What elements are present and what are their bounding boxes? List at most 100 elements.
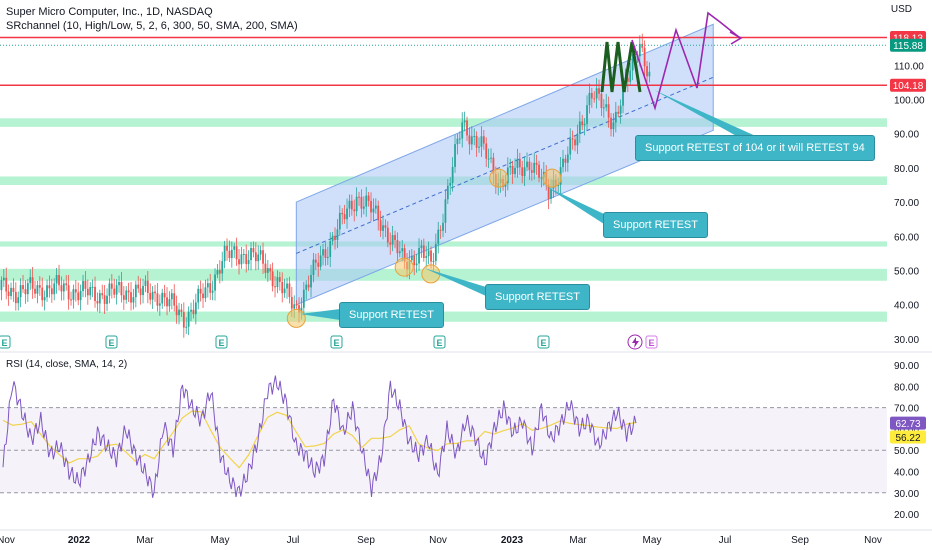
candle-body <box>185 326 188 328</box>
candle-body <box>485 143 488 159</box>
candle-body <box>319 255 322 267</box>
candle-body <box>149 293 152 300</box>
candle-body <box>65 283 68 286</box>
channel-band <box>295 23 714 306</box>
earnings-marker-box <box>433 335 446 349</box>
candle-body <box>125 290 128 300</box>
callout-pointer-2 <box>424 268 486 296</box>
candle-body <box>475 135 478 148</box>
candle-body <box>482 136 485 144</box>
candle-body <box>293 304 296 309</box>
time-tick-label: Nov <box>864 535 882 546</box>
candle-body <box>202 293 204 299</box>
price-tick-label: 110.00 <box>894 61 924 72</box>
candle-body <box>233 246 236 250</box>
candle-body <box>199 288 202 294</box>
time-tick-label: May <box>643 535 662 546</box>
candle-body <box>538 164 540 178</box>
price-tick-label: 80.00 <box>894 164 919 175</box>
candle-body <box>389 242 392 245</box>
candle-body <box>5 277 8 292</box>
candle-body <box>226 245 228 251</box>
price-label-1: 115.88 <box>893 41 923 52</box>
candle-body <box>569 138 572 155</box>
candle-body <box>403 248 406 262</box>
candle-body <box>290 296 293 309</box>
candle-body <box>362 206 365 209</box>
candle-body <box>43 297 46 301</box>
candle-body <box>84 280 87 289</box>
candle-body <box>593 98 596 100</box>
candle-body <box>161 292 164 304</box>
candle-body <box>638 43 641 57</box>
time-tick-label: Nov <box>429 535 447 546</box>
candle-body <box>550 188 552 199</box>
retest-circle-4 <box>542 168 562 188</box>
candle-body <box>0 280 3 291</box>
candle-body <box>262 250 264 264</box>
candle-body <box>211 290 214 293</box>
rsi-tick-label: 20.00 <box>894 510 919 521</box>
candle-body <box>605 104 608 108</box>
candle-body <box>168 299 171 307</box>
regression-channel <box>295 23 714 306</box>
candle-body <box>257 254 260 262</box>
candle-body <box>614 111 617 123</box>
earnings-marker: E <box>218 338 224 348</box>
rsi-label-box-0 <box>890 416 926 430</box>
price-tick-label: 30.00 <box>894 335 919 346</box>
candle-body <box>118 282 120 286</box>
candle-body <box>547 184 550 199</box>
candle-body <box>461 122 464 139</box>
candle-body <box>449 183 452 186</box>
candle-body <box>566 154 569 163</box>
candle-body <box>79 290 82 301</box>
candle-body <box>343 214 346 220</box>
candle-body <box>14 291 17 304</box>
projection-path <box>631 11 741 111</box>
candle-body <box>288 283 291 297</box>
candle-body <box>518 158 521 168</box>
candle-body <box>346 208 348 220</box>
callout-support-retest-3: Support RETEST <box>603 212 708 238</box>
rsi-tick-label: 70.00 <box>894 404 919 415</box>
candle-body <box>329 240 332 257</box>
candle-body <box>487 158 490 160</box>
candle-body <box>492 157 495 174</box>
candle-body <box>187 311 190 327</box>
callout-pointer-3 <box>545 186 604 224</box>
channel-midline <box>296 76 714 254</box>
candle-body <box>430 250 432 262</box>
candle-body <box>281 281 284 294</box>
candle-body <box>377 205 380 221</box>
candle-body <box>197 288 200 303</box>
candle-body <box>175 305 178 316</box>
candle-body <box>115 285 118 295</box>
time-tick-label: 2023 <box>501 535 524 546</box>
candle-body <box>562 158 564 168</box>
candle-body <box>516 158 519 168</box>
candle-body <box>648 71 651 77</box>
candle-body <box>278 277 281 282</box>
candle-body <box>240 254 243 265</box>
candle-body <box>490 157 492 159</box>
earnings-marker-box <box>0 335 11 349</box>
candle-body <box>221 261 224 274</box>
candle-body <box>310 274 312 288</box>
callout-support-retest-104: Support RETEST of 104 or it will RETEST … <box>635 135 875 161</box>
candle-body <box>446 185 449 200</box>
candle-body <box>574 139 576 146</box>
candle-body <box>283 288 286 294</box>
candle-body <box>334 235 336 240</box>
callout-support-retest-1: Support RETEST <box>339 302 444 328</box>
candle-body <box>394 235 396 241</box>
candle-body <box>317 262 320 267</box>
candle-body <box>360 196 363 209</box>
rsi-tick-label: 80.00 <box>894 382 919 393</box>
candle-body <box>607 104 610 118</box>
candle-body <box>259 250 262 255</box>
candle-body <box>101 293 104 296</box>
earnings-marker: E <box>648 338 654 348</box>
candle-body <box>456 138 459 145</box>
candle-body <box>139 288 142 296</box>
